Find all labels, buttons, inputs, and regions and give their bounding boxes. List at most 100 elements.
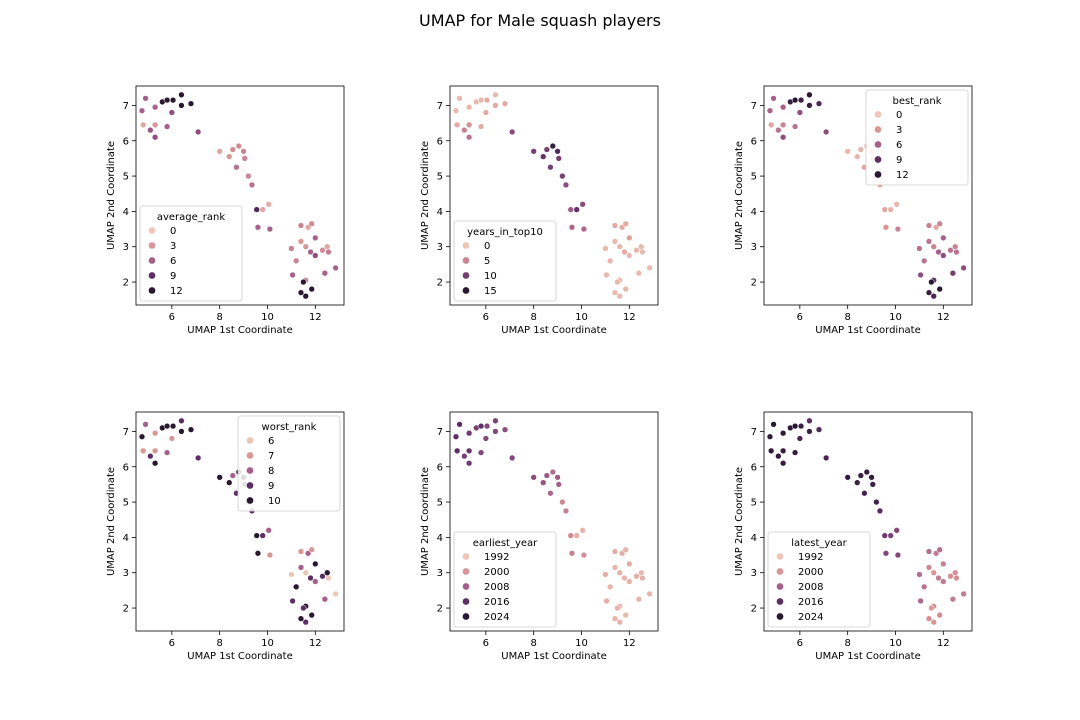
x-tick-label: 10 <box>261 312 274 323</box>
data-point <box>770 95 777 102</box>
data-point <box>265 201 272 208</box>
data-point <box>863 468 870 476</box>
legend: earliest_year 1992 2000 2008 2016 2024 <box>453 531 557 628</box>
y-tick-label: 7 <box>437 101 443 112</box>
data-point <box>178 428 185 435</box>
data-point <box>925 548 933 555</box>
y-tick-label: 4 <box>123 533 129 544</box>
data-point <box>465 121 473 129</box>
legend-frame <box>767 531 871 628</box>
data-point <box>639 574 646 582</box>
data-point <box>332 590 339 598</box>
data-point <box>928 278 935 286</box>
data-point <box>169 96 177 104</box>
legend-label: 2016 <box>484 597 509 608</box>
data-point <box>235 142 242 150</box>
data-point <box>302 293 309 300</box>
data-point <box>482 435 490 442</box>
scatter-panel-worst-rank: 6 8 10 12 2 3 4 5 6 7 UMAP 1st Coordinate UMAP 2nd … <box>106 411 345 662</box>
data-point <box>240 148 247 155</box>
data-point <box>319 247 326 254</box>
data-point <box>465 430 473 437</box>
x-tick-label: 12 <box>309 312 322 323</box>
x-tick-label: 6 <box>169 638 175 649</box>
data-point <box>797 96 805 104</box>
data-point <box>559 172 566 180</box>
x-axis-label: UMAP 1st Coordinate <box>187 325 293 336</box>
data-point <box>779 430 787 437</box>
data-point <box>917 597 924 605</box>
data-point <box>857 472 864 479</box>
data-point <box>163 422 171 430</box>
data-point <box>151 430 159 437</box>
data-point <box>547 164 554 171</box>
y-tick-label: 7 <box>437 427 443 438</box>
legend-frame <box>237 415 341 512</box>
data-point <box>633 247 640 254</box>
legend-marker <box>776 567 784 576</box>
scatter-panel-earliest-year: 6 8 10 12 2 3 4 5 6 7 UMAP 1st Coordinate UMAP 2nd … <box>420 411 659 662</box>
data-point <box>321 596 329 603</box>
data-point <box>140 447 147 455</box>
data-point <box>555 481 562 488</box>
data-point <box>266 225 274 233</box>
data-point <box>308 220 315 227</box>
data-point <box>492 428 499 435</box>
data-point <box>195 128 202 136</box>
legend-title: earliest_year <box>473 538 538 549</box>
legend-marker <box>776 612 784 621</box>
data-point <box>622 611 629 619</box>
data-point <box>626 252 633 259</box>
legend-label: 1992 <box>798 552 823 563</box>
x-tick-label: 10 <box>575 638 588 649</box>
data-point <box>216 474 223 481</box>
y-tick-label: 6 <box>123 136 129 147</box>
data-point <box>163 96 171 104</box>
x-tick-label: 10 <box>575 312 588 323</box>
data-point <box>138 107 146 114</box>
data-point <box>253 532 260 539</box>
data-point <box>302 619 309 626</box>
data-point <box>151 460 159 467</box>
data-point <box>952 569 959 576</box>
data-point <box>324 243 331 250</box>
data-point <box>307 248 314 256</box>
y-tick-label: 4 <box>437 207 443 218</box>
legend-marker <box>462 597 470 606</box>
data-point <box>312 578 319 585</box>
data-point <box>293 583 300 590</box>
y-tick-label: 4 <box>751 533 757 544</box>
data-point <box>573 532 580 539</box>
data-point <box>940 578 947 585</box>
y-tick-label: 7 <box>123 101 129 112</box>
data-point <box>921 583 928 590</box>
data-point <box>461 453 468 460</box>
data-point <box>921 257 928 264</box>
data-point <box>452 433 460 440</box>
legend-marker <box>874 170 882 179</box>
legend-marker <box>148 256 156 265</box>
data-point <box>639 248 646 256</box>
legend-label: 12 <box>896 170 909 181</box>
data-point <box>622 546 629 553</box>
data-point <box>928 604 935 612</box>
x-tick-label: 6 <box>483 638 489 649</box>
data-point <box>935 248 942 256</box>
y-tick-label: 6 <box>437 462 443 473</box>
data-point <box>482 109 490 116</box>
data-point <box>477 123 485 130</box>
data-point <box>791 449 799 456</box>
data-point <box>147 453 154 460</box>
legend-marker <box>246 496 254 505</box>
legend-title: average_rank <box>157 212 226 223</box>
data-point <box>187 426 195 433</box>
data-point <box>163 123 171 130</box>
data-point <box>138 433 146 440</box>
data-point <box>454 121 461 129</box>
data-point <box>288 245 295 252</box>
data-point <box>465 134 473 141</box>
legend-marker <box>462 256 470 265</box>
data-point <box>815 426 823 433</box>
legend-label: 15 <box>484 286 497 297</box>
data-point <box>321 270 329 277</box>
